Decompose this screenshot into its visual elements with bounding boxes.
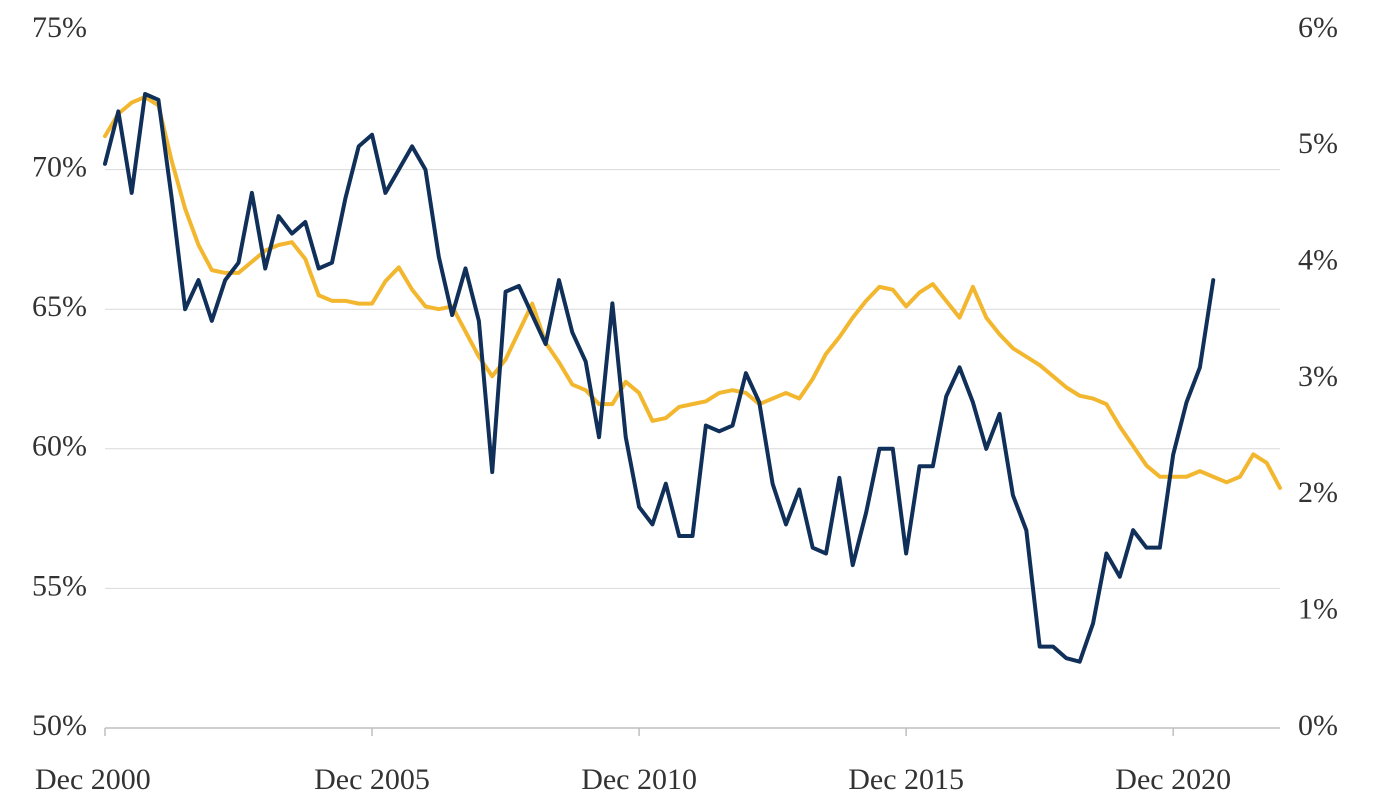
- x-axis-label: Dec 2005: [314, 763, 430, 796]
- chart-svg: 50% 55% 60% 65% 70% 75% 0% 1% 2% 3% 4% 5% 6% Dec 2000…: [0, 0, 1380, 800]
- right-axis-label: 6%: [1298, 11, 1338, 44]
- x-axis-label: Dec 2010: [581, 763, 697, 796]
- left-axis-label: 55%: [32, 569, 87, 602]
- x-axis-label: Dec 2020: [1115, 763, 1231, 796]
- x-axis-label: Dec 2015: [848, 763, 964, 796]
- x-axis-label: Dec 2000: [35, 763, 151, 796]
- right-axis-label: 1%: [1298, 593, 1338, 626]
- left-axis-label: 75%: [32, 11, 87, 44]
- left-axis-label: 70%: [32, 150, 87, 183]
- left-axis-label: 60%: [32, 430, 87, 463]
- left-axis-label: 65%: [32, 290, 87, 323]
- right-axis-label: 5%: [1298, 127, 1338, 160]
- right-axis-label: 3%: [1298, 360, 1338, 393]
- right-axis-label: 4%: [1298, 244, 1338, 277]
- dual-axis-line-chart: 50% 55% 60% 65% 70% 75% 0% 1% 2% 3% 4% 5% 6% Dec 2000…: [0, 0, 1380, 800]
- right-axis-label: 0%: [1298, 709, 1338, 742]
- right-axis-label: 2%: [1298, 476, 1338, 509]
- left-axis-label: 50%: [32, 709, 87, 742]
